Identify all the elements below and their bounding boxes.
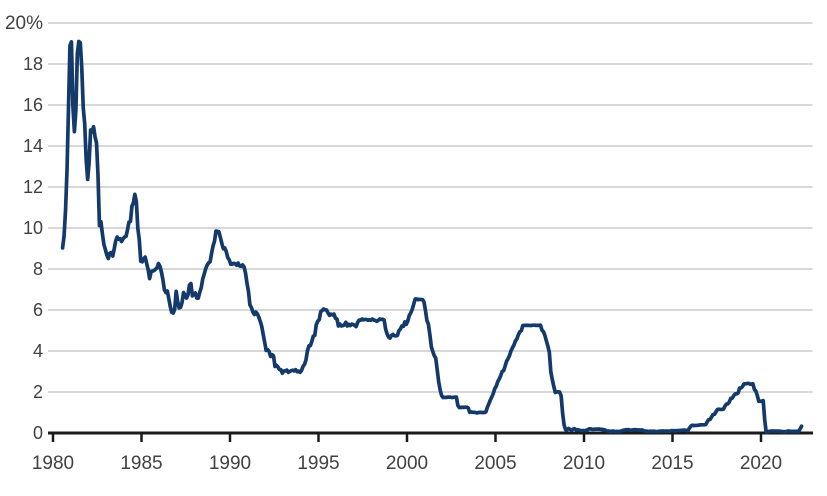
y-axis-top-label: 20% xyxy=(5,13,43,34)
y-tick-label-18: 18 xyxy=(23,54,43,74)
y-tick-label-4: 4 xyxy=(33,341,43,361)
y-tick-label-10: 10 xyxy=(23,218,43,238)
x-tick-label-2015: 2015 xyxy=(651,453,693,474)
y-tick-label-8: 8 xyxy=(33,259,43,279)
y-tick-label-2: 2 xyxy=(33,382,43,402)
x-tick-label-1980: 1980 xyxy=(32,453,74,474)
rate-series-line xyxy=(60,39,804,434)
y-tick-label-0: 0 xyxy=(33,423,43,443)
y-tick-label-6: 6 xyxy=(33,300,43,320)
x-tick-label-2005: 2005 xyxy=(474,453,516,474)
y-tick-label-12: 12 xyxy=(23,177,43,197)
x-tick-label-2020: 2020 xyxy=(740,453,782,474)
x-tick-label-2010: 2010 xyxy=(563,453,605,474)
x-tick-label-1990: 1990 xyxy=(209,453,251,474)
x-tick-label-1985: 1985 xyxy=(120,453,162,474)
y-tick-label-14: 14 xyxy=(23,136,43,156)
y-tick-label-16: 16 xyxy=(23,95,43,115)
x-tick-label-1995: 1995 xyxy=(297,453,339,474)
x-tick-label-2000: 2000 xyxy=(386,453,428,474)
